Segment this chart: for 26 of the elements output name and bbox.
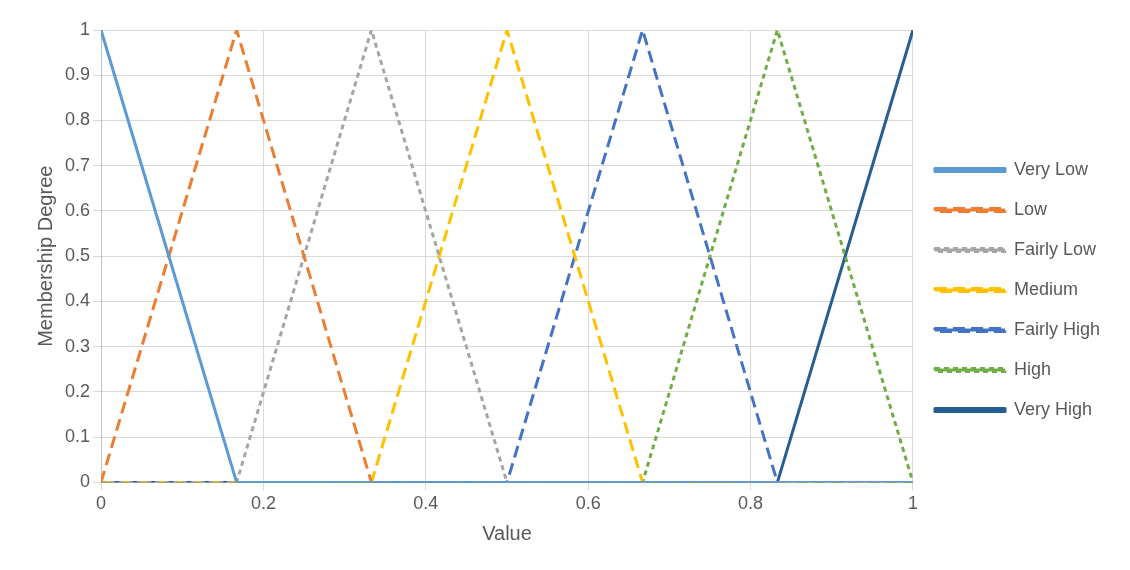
legend-label: Low bbox=[1013, 198, 1048, 219]
x-axis-title: Value bbox=[482, 521, 532, 544]
x-tick-label: 0 bbox=[96, 493, 107, 514]
x-tick-label: 0.4 bbox=[413, 493, 439, 514]
legend-label: Medium bbox=[1013, 278, 1079, 299]
y-tick-label: 0.6 bbox=[64, 199, 91, 220]
y-tick-label: 0.7 bbox=[64, 154, 91, 175]
x-tick-label: 1 bbox=[907, 493, 918, 514]
x-tick-label: 0.2 bbox=[250, 493, 276, 514]
y-tick-label: 0.2 bbox=[64, 380, 91, 401]
y-tick-label: 0 bbox=[80, 471, 91, 492]
legend-label: Fairly Low bbox=[1013, 238, 1097, 259]
y-tick-label: 0.1 bbox=[64, 426, 91, 447]
y-axis-title: Membership Degree bbox=[33, 165, 56, 347]
y-tick-label: 1 bbox=[80, 18, 91, 39]
legend-label: Fairly High bbox=[1013, 318, 1101, 339]
legend-label: High bbox=[1013, 358, 1052, 379]
x-tick-label: 0.8 bbox=[738, 493, 764, 514]
x-tick-label: 0.6 bbox=[575, 493, 601, 514]
legend-label: Very High bbox=[1013, 398, 1093, 419]
y-tick-label: 0.8 bbox=[64, 109, 91, 130]
legend-label: Very Low bbox=[1013, 158, 1090, 179]
y-tick-label: 0.3 bbox=[64, 335, 91, 356]
y-tick-label: 0.9 bbox=[64, 64, 91, 85]
y-tick-label: 0.5 bbox=[64, 245, 91, 266]
y-tick-label: 0.4 bbox=[64, 290, 91, 311]
